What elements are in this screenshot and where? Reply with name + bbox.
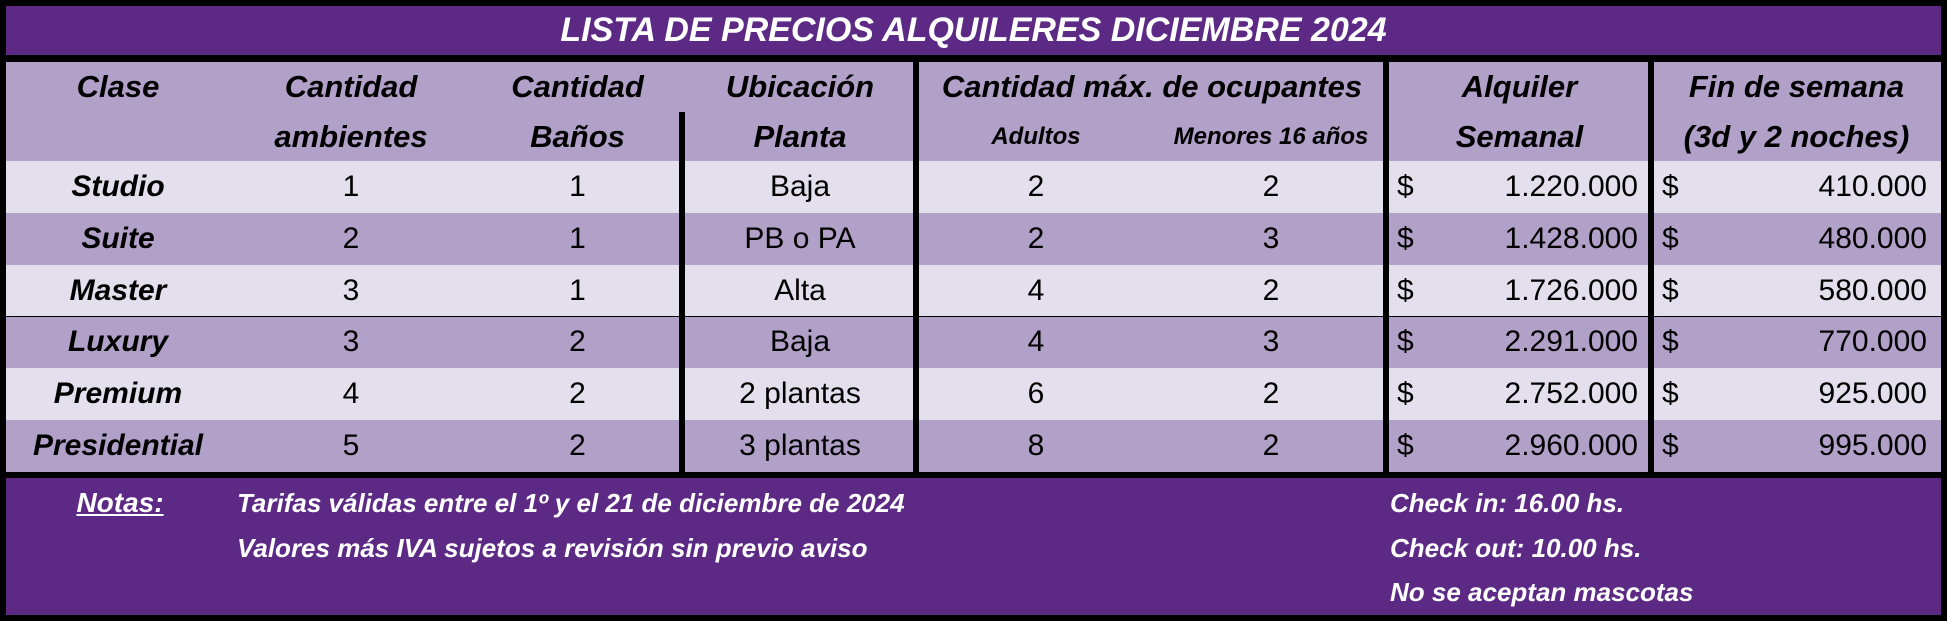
table-row [6, 316, 1941, 369]
class-name: Studio [71, 169, 165, 203]
price: 2.960.000 [1504, 429, 1638, 463]
table-cell: Baja [769, 325, 831, 359]
column-header: ambientes [274, 118, 428, 154]
currency-symbol: $ [1397, 325, 1414, 359]
class-name: Presidential [32, 429, 204, 463]
table-cell: 2 plantas [739, 377, 861, 411]
price: 410.000 [1818, 169, 1927, 203]
column-header: Planta [753, 118, 847, 154]
currency-symbol: $ [1662, 273, 1679, 307]
column-header: Adultos [991, 122, 1081, 150]
table-cell: 2 [1262, 429, 1280, 463]
column-header: (3d y 2 noches) [1683, 118, 1910, 154]
column-header: Semanal [1455, 118, 1584, 154]
notes-label: Notas: [76, 487, 164, 518]
table-cell: 4 [1027, 325, 1045, 359]
table-cell: 2 [1262, 377, 1280, 411]
currency-symbol: $ [1662, 429, 1679, 463]
separator [1383, 62, 1389, 472]
price: 1.220.000 [1504, 169, 1638, 203]
table-cell: 8 [1027, 429, 1045, 463]
table-cell: Alta [774, 273, 826, 307]
table-row [6, 420, 1941, 472]
column-header: Baños [530, 118, 625, 154]
note: Valores más IVA sujetos a revisión sin p… [237, 532, 868, 563]
price: 2.291.000 [1504, 325, 1638, 359]
title: LISTA DE PRECIOS ALQUILERES DICIEMBRE 20… [560, 11, 1387, 49]
class-name: Premium [53, 377, 183, 411]
column-header: Clase [76, 68, 160, 104]
price: 1.428.000 [1504, 221, 1638, 255]
separator [679, 112, 685, 472]
price: 770.000 [1818, 325, 1927, 359]
separator [913, 62, 919, 472]
price: 580.000 [1818, 273, 1927, 307]
table-cell: 1 [569, 221, 586, 255]
table-cell: 1 [569, 273, 586, 307]
column-header: Fin de semana [1688, 68, 1905, 104]
table-cell: 2 [569, 429, 586, 463]
table-cell: 3 [1262, 325, 1280, 359]
table-cell: PB o PA [744, 221, 856, 255]
table-cell: 2 [569, 325, 586, 359]
table-cell: 2 [1027, 221, 1045, 255]
column-header: Ubicación [725, 68, 875, 104]
currency-symbol: $ [1397, 273, 1414, 307]
separator [1648, 62, 1654, 472]
note: Tarifas válidas entre el 1º y el 21 de d… [237, 487, 905, 518]
currency-symbol: $ [1662, 169, 1679, 203]
group-header: Cantidad máx. de ocupantes [941, 69, 1363, 104]
currency-symbol: $ [1397, 429, 1414, 463]
currency-symbol: $ [1397, 377, 1414, 411]
table-row [6, 368, 1941, 421]
table-cell: 1 [569, 169, 586, 203]
table-cell: 6 [1027, 377, 1045, 411]
note: Check in: 16.00 hs. [1390, 487, 1625, 518]
table-cell: 2 [1027, 169, 1045, 203]
price: 995.000 [1818, 429, 1927, 463]
column-header: Alquiler [1461, 68, 1578, 104]
table-cell: 4 [342, 377, 360, 411]
class-name: Master [69, 273, 167, 307]
class-name: Suite [81, 221, 155, 255]
table-row [6, 212, 1941, 265]
table-row [6, 161, 1941, 213]
title-band [6, 6, 1941, 55]
table-row [6, 264, 1941, 317]
table-cell: 5 [342, 429, 360, 463]
currency-symbol: $ [1662, 377, 1679, 411]
table-cell: Baja [769, 169, 831, 203]
column-header: Cantidad [511, 68, 644, 104]
table-cell: 3 [342, 273, 360, 307]
table-cell: 2 [569, 377, 586, 411]
notes-band [6, 478, 1941, 615]
price: 1.726.000 [1504, 273, 1638, 307]
table-cell: 3 plantas [739, 429, 861, 463]
currency-symbol: $ [1662, 221, 1679, 255]
column-header: Cantidad [284, 68, 418, 104]
table-cell: 2 [1262, 273, 1280, 307]
price: 2.752.000 [1504, 377, 1638, 411]
price: 480.000 [1818, 221, 1927, 255]
header-band [6, 62, 1941, 161]
currency-symbol: $ [1397, 169, 1414, 203]
table-cell: 4 [1027, 273, 1045, 307]
price: 925.000 [1818, 377, 1927, 411]
table-cell: 3 [1262, 221, 1280, 255]
table-cell: 3 [342, 325, 360, 359]
class-name: Luxury [67, 325, 169, 359]
table-cell: 2 [342, 221, 360, 255]
table-cell: 1 [342, 169, 360, 203]
table-cell: 2 [1262, 169, 1280, 203]
note: Check out: 10.00 hs. [1390, 532, 1642, 563]
note: No se aceptan mascotas [1390, 576, 1694, 607]
column-header: Menores 16 años [1173, 122, 1369, 150]
currency-symbol: $ [1662, 325, 1679, 359]
currency-symbol: $ [1397, 221, 1414, 255]
